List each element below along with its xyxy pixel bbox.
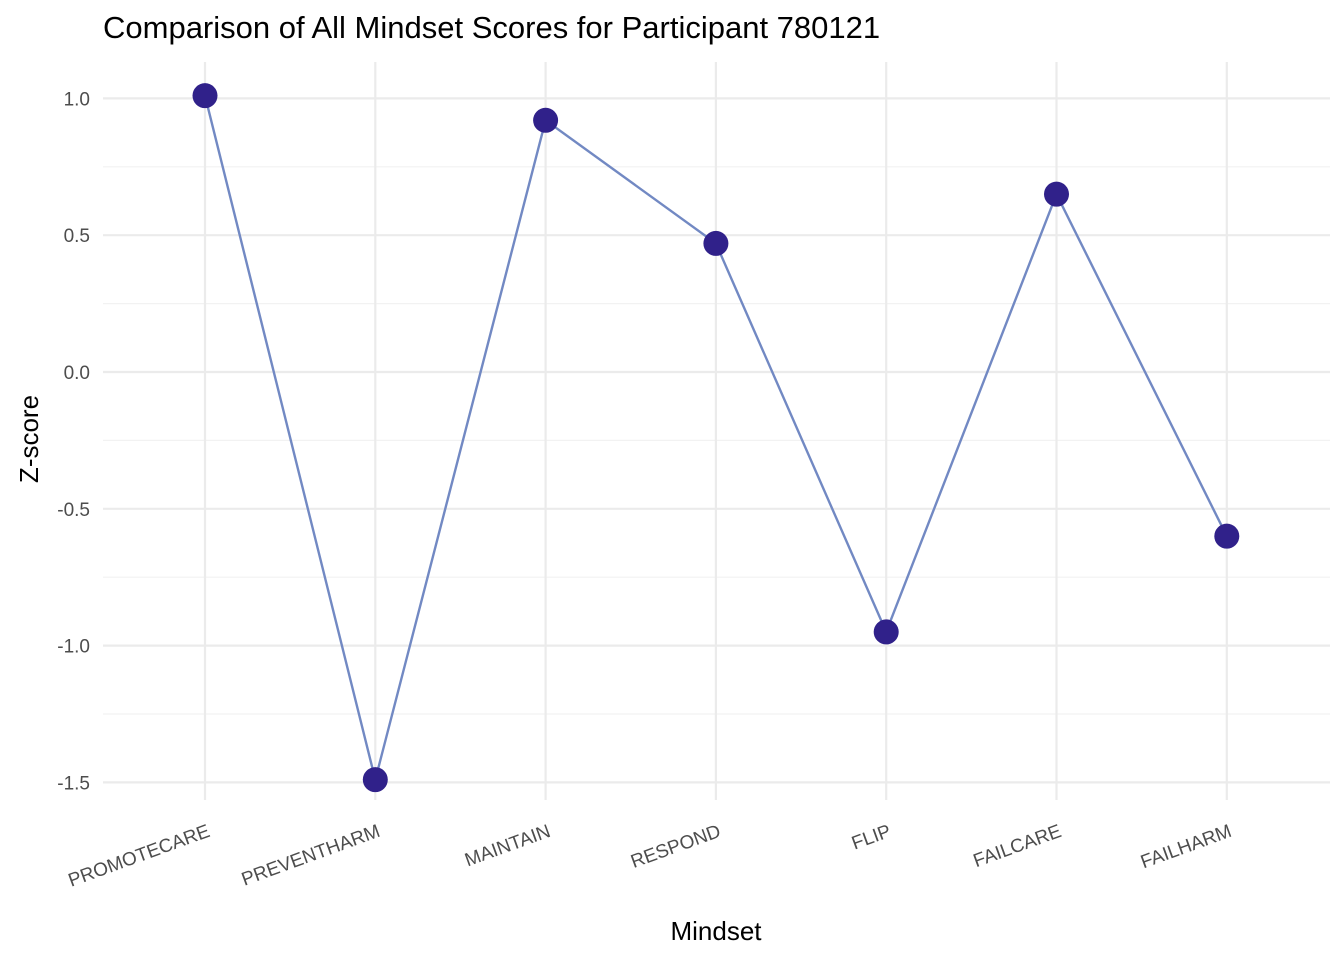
x-tick-label: FAILHARM <box>1138 821 1234 873</box>
x-tick-label: RESPOND <box>628 821 723 873</box>
x-axis-ticks: PROMOTECARE PREVENTHARM MAINTAIN RESPOND FLI… <box>66 821 1235 892</box>
grid <box>103 62 1330 800</box>
y-tick-label: 1.0 <box>64 89 90 110</box>
data-point <box>362 767 388 793</box>
x-tick-label: MAINTAIN <box>462 821 553 871</box>
x-tick-label: FLIP <box>849 821 894 854</box>
y-axis-ticks: 1.0 0.5 0.0 -0.5 -1.0 -1.5 <box>57 89 90 794</box>
series-points <box>192 83 1240 793</box>
data-point <box>703 230 729 256</box>
chart-title: Comparison of All Mindset Scores for Par… <box>103 10 880 45</box>
data-point <box>192 83 218 109</box>
data-point <box>533 107 559 133</box>
y-tick-label: -0.5 <box>57 500 90 521</box>
y-tick-label: -1.0 <box>57 637 90 658</box>
x-tick-label: PREVENTHARM <box>239 821 383 891</box>
y-tick-label: -1.5 <box>57 773 90 794</box>
x-tick-label: FAILCARE <box>971 821 1065 872</box>
y-tick-label: 0.0 <box>64 363 90 384</box>
y-tick-label: 0.5 <box>64 226 90 247</box>
x-tick-label: PROMOTECARE <box>66 821 213 892</box>
data-point <box>1044 181 1069 207</box>
y-axis-title: Z-score <box>14 395 44 483</box>
data-point <box>1214 523 1240 549</box>
x-axis-title: Mindset <box>670 916 762 946</box>
data-point <box>873 619 899 645</box>
